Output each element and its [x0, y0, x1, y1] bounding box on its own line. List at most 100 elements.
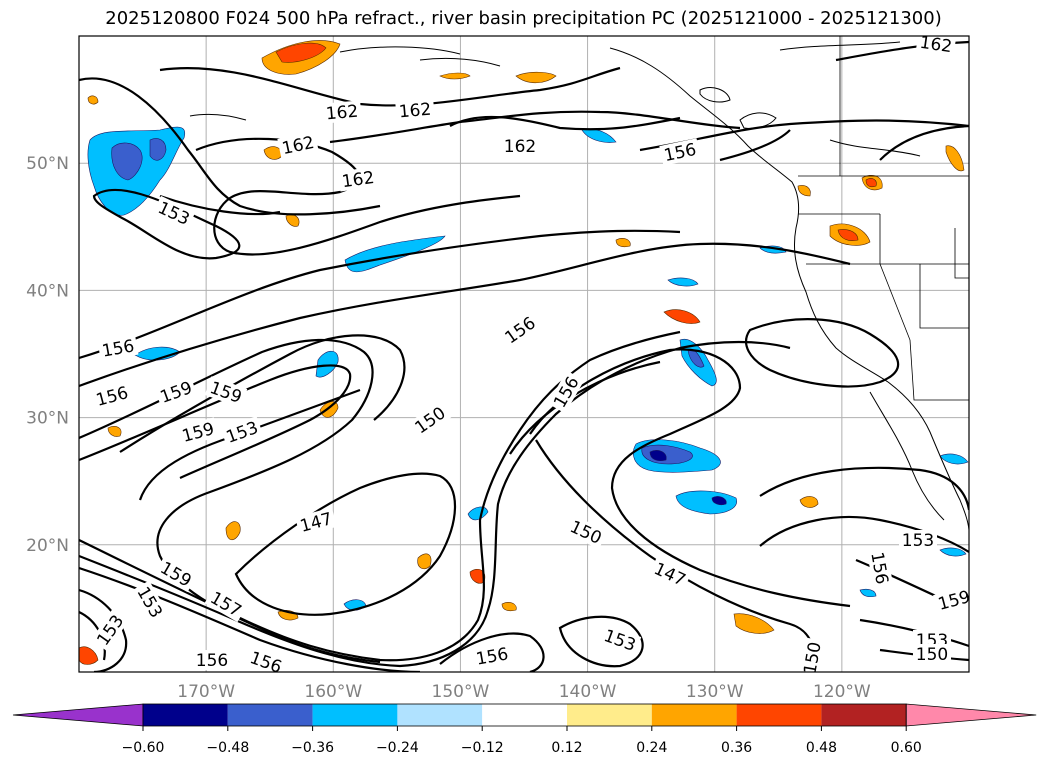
lon-label: 140°W [559, 682, 617, 702]
colorbar-tick-label: −0.12 [461, 740, 504, 756]
contour-label: 162 [322, 100, 362, 124]
contour-label-bg [277, 131, 319, 159]
contour-line [79, 566, 421, 672]
precip-blob [859, 588, 877, 598]
precip-blob [515, 71, 557, 84]
boundary-line [954, 228, 969, 279]
contour-label: 162 [501, 136, 539, 157]
precip-blob [711, 496, 727, 506]
precip-blob [675, 490, 737, 515]
contour-label: 150 [798, 637, 826, 675]
colorbar-segment [482, 704, 567, 726]
contour-line [449, 115, 681, 131]
contour-line [159, 194, 281, 216]
colorbar-tick-label: 0.12 [551, 740, 582, 756]
map-title: 2025120800 F024 500 hPa refract., river … [105, 8, 942, 29]
contour-label-text: 153 [902, 531, 934, 551]
colorbar-tick-label: −0.24 [376, 740, 419, 756]
colorbar-segment [567, 704, 652, 726]
contour-label-bg [899, 530, 937, 550]
precip-blob [663, 309, 701, 324]
contour-label-text: 150 [916, 645, 948, 665]
colorbar-segment [397, 704, 483, 726]
precip-blob [667, 277, 699, 287]
contour-label-bg [295, 507, 337, 537]
lon-label: 170°W [177, 682, 235, 702]
precip-blob [945, 145, 965, 172]
contour-label-bg [204, 376, 248, 408]
lon-label: 160°W [304, 682, 362, 702]
contour-label: 162 [915, 33, 957, 57]
precip-blob [275, 42, 327, 63]
boundary-line [879, 263, 911, 341]
colorbar-tick-label: 0.60 [891, 740, 922, 756]
boundary-line [919, 264, 969, 329]
coastline-path [609, 47, 969, 531]
contour-label-bg [933, 585, 969, 615]
contour-label-bg [154, 555, 198, 593]
precip-blob [344, 235, 446, 273]
height-contours [79, 40, 969, 672]
contour-line [879, 124, 969, 161]
colorbar-segment [312, 704, 398, 726]
lat-label: 40°N [26, 281, 69, 301]
colorbar-segment [736, 704, 822, 726]
contour-label: 156 [471, 642, 513, 670]
contour-label: 156 [97, 334, 139, 362]
contour-line [234, 472, 457, 616]
contour-label-bg [193, 650, 231, 670]
contour-label: 159 [177, 417, 219, 447]
contour-label-bg [798, 637, 826, 672]
colorbar-segment [651, 704, 737, 726]
precip-blob [111, 142, 143, 181]
coastline-path [829, 139, 921, 157]
contour-label-bg [154, 376, 198, 408]
contour-label: 162 [337, 166, 379, 192]
colorbar-tick-label: 0.36 [721, 740, 752, 756]
colorbar-tick-label: −0.48 [206, 740, 249, 756]
contour-line [439, 632, 545, 672]
lon-label: 120°W [813, 682, 871, 702]
lat-label: 50°N [26, 154, 69, 174]
contour-label-bg [659, 138, 701, 166]
contour-line [719, 129, 791, 162]
contour-line [79, 588, 128, 672]
colorbar-segment [227, 704, 313, 726]
contour-label-bg [220, 416, 264, 448]
lat-label: 30°N [26, 409, 69, 429]
contour-label-bg [97, 334, 139, 362]
contour-label-text: 156 [196, 651, 228, 671]
contour-label-text: 162 [918, 33, 953, 57]
map-background [79, 36, 969, 672]
precip-blob [225, 521, 241, 541]
contour-label: 153 [899, 530, 937, 551]
contour-line [79, 229, 681, 360]
contour-label: 147 [295, 507, 337, 537]
precip-positive-shading [79, 40, 965, 665]
precip-blob [315, 350, 339, 378]
contour-line [529, 348, 851, 608]
lon-label: 150°W [432, 682, 490, 702]
contour-label: 150 [913, 644, 951, 665]
contour-label-bg [648, 556, 692, 592]
contour-label-bg [598, 624, 642, 656]
contour-label-text: 162 [341, 168, 376, 192]
colorbar-tick-label: −0.60 [122, 740, 165, 756]
longitude-labels: 170°W 160°W 150°W 140°W 130°W 120°W [177, 682, 871, 702]
precip-blob [649, 450, 667, 462]
contour-label-text: 150 [800, 640, 825, 675]
precip-negative-shading [87, 126, 969, 611]
contour-line [558, 615, 644, 668]
contour-label-bg [501, 136, 539, 156]
contour-label-bg [152, 195, 196, 231]
contour-label: 153 [131, 580, 169, 624]
contour-line [119, 334, 406, 453]
contour-label: 162 [395, 98, 435, 122]
colorbar-tick-label: 0.48 [806, 740, 837, 756]
precip-blob [837, 229, 859, 241]
precip-blob [865, 178, 877, 188]
contour-line [79, 77, 381, 216]
